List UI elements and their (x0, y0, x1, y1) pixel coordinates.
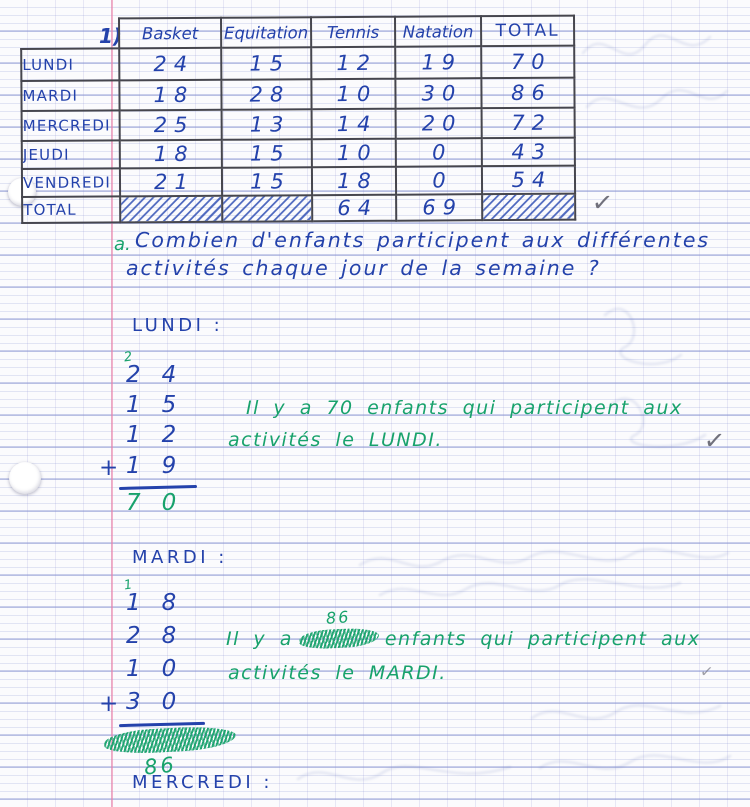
row-label-vendredi: VENDREDI (21, 168, 121, 197)
cell-lundi-equitation: 15 (221, 47, 312, 80)
mardi-answer: 86 Il y a enfants qui participent aux act… (226, 607, 746, 700)
row-label-lundi: LUNDI (21, 48, 120, 81)
cell-mercredi-tennis: 14 (311, 108, 396, 140)
mercredi-heading: MERCREDI : (132, 772, 273, 793)
mardi-corrected-value: 86 (325, 607, 351, 628)
table-total-row: TOTAL 64 69 (22, 193, 576, 223)
cell-vendredi-total: 54 (481, 165, 576, 195)
notebook-margin-line (111, 0, 113, 807)
mardi-answer-suffix: enfants qui participent aux (384, 628, 701, 650)
cell-mercredi-basket: 25 (119, 109, 222, 141)
cell-mardi-tennis: 10 (311, 78, 396, 110)
col-header-equitation: Equitation (221, 17, 312, 48)
row-label-mercredi: MERCREDI (21, 110, 120, 141)
teacher-checkmark: ✓ (590, 186, 615, 219)
activities-table: Basket Equitation Tennis Natation TOTAL … (20, 15, 576, 224)
cell-vendredi-natation: 0 (395, 166, 483, 195)
scribbled-out-number (298, 626, 380, 651)
mardi-answer-prefix: Il y a (226, 628, 293, 650)
mardi-heading: MARDI : (132, 547, 228, 568)
plus-sign: + (99, 691, 119, 717)
col-header-tennis: Tennis (311, 16, 396, 48)
lundi-addend: 15 (126, 392, 198, 418)
mardi-addend: 30 (126, 689, 198, 715)
lundi-answer-line1: Il y a 70 enfants qui participent aux (246, 397, 683, 419)
question-line2: activités chaque jour de la semaine ? (126, 256, 601, 280)
cell-jeudi-equitation: 15 (221, 139, 312, 168)
mardi-answer-line1: Il y a enfants qui participent aux (226, 626, 701, 651)
cell-total-basket-hatched (120, 195, 223, 223)
cell-jeudi-natation: 0 (395, 138, 482, 167)
activities-table-wrap: Basket Equitation Tennis Natation TOTAL … (20, 15, 576, 224)
table-row: MERCREDI 25 13 14 20 72 (21, 107, 575, 141)
lundi-heading: LUNDI : (132, 315, 224, 336)
cell-jeudi-tennis: 10 (311, 138, 396, 168)
mardi-addend: 28 (126, 623, 198, 649)
lundi-addend: 19 (126, 453, 198, 479)
scribbled-out-sum (103, 724, 237, 756)
cell-vendredi-basket: 21 (119, 167, 223, 197)
cell-jeudi-basket: 18 (119, 139, 222, 169)
table-header-row: Basket Equitation Tennis Natation TOTAL (21, 15, 575, 49)
cell-vendredi-equitation: 15 (221, 167, 313, 196)
bleed-through-ghost (581, 34, 729, 109)
cell-mercredi-total: 72 (481, 107, 575, 139)
table-row: MARDI 18 28 10 30 86 (21, 77, 575, 111)
table-corner-empty (21, 18, 119, 49)
exercise-number: 1) (99, 24, 123, 48)
cell-total-total-hatched (482, 193, 576, 221)
cell-vendredi-tennis: 18 (311, 166, 397, 196)
lundi-addend: 12 (126, 422, 198, 448)
cell-total-equitation-hatched (222, 195, 313, 222)
col-header-total: TOTAL (480, 15, 575, 47)
cell-lundi-basket: 24 (119, 47, 222, 81)
table-row: VENDREDI 21 15 18 0 54 (21, 165, 576, 197)
question-marker: a. (114, 234, 131, 255)
cell-jeudi-total: 43 (481, 137, 575, 167)
cell-total-tennis: 64 (312, 194, 397, 222)
plus-sign: + (99, 455, 119, 481)
row-label-mardi: MARDI (21, 80, 120, 111)
table-row: LUNDI 24 15 12 19 70 (21, 45, 575, 81)
bleed-through-ghost (296, 765, 512, 781)
cell-mardi-basket: 18 (119, 79, 222, 111)
cell-mercredi-equitation: 13 (221, 109, 312, 140)
mardi-addend: 10 (126, 656, 198, 682)
cell-mardi-total: 86 (481, 77, 575, 109)
bleed-through-ghost (358, 548, 730, 597)
punch-hole (8, 178, 36, 206)
table-row: JEUDI 18 15 10 0 43 (21, 137, 575, 169)
lundi-addition: 2 24 15 12 19 + 70 (98, 349, 238, 520)
cell-lundi-natation: 19 (395, 46, 482, 79)
col-header-basket: Basket (119, 17, 222, 49)
lundi-sum: 70 (126, 490, 198, 516)
punch-hole (9, 462, 41, 494)
mardi-addend: 18 (126, 590, 198, 616)
cell-mercredi-natation: 20 (395, 108, 482, 139)
cell-lundi-total: 70 (481, 45, 575, 79)
cell-total-natation: 69 (396, 194, 483, 221)
lundi-addend: 24 (126, 362, 198, 388)
col-header-natation: Natation (394, 16, 482, 47)
row-label-total: TOTAL (22, 196, 121, 223)
teacher-checkmark-faint: ✓ (699, 661, 715, 682)
cell-lundi-tennis: 12 (311, 46, 396, 80)
cell-mardi-natation: 30 (395, 78, 482, 109)
mardi-answer-line2: activités le MARDI. (228, 662, 447, 684)
question-line1: Combien d'enfants participent aux différ… (135, 228, 711, 252)
bleed-through-ghost (603, 307, 707, 448)
bleed-through-ghost (530, 704, 732, 770)
row-label-jeudi: JEUDI (21, 140, 120, 169)
lundi-answer-line2: activités le LUNDI. (228, 429, 443, 451)
teacher-checkmark: ✓ (702, 424, 727, 457)
mardi-addition: 1 18 28 10 30 + 86 (98, 577, 238, 780)
cell-mardi-equitation: 28 (221, 79, 312, 110)
